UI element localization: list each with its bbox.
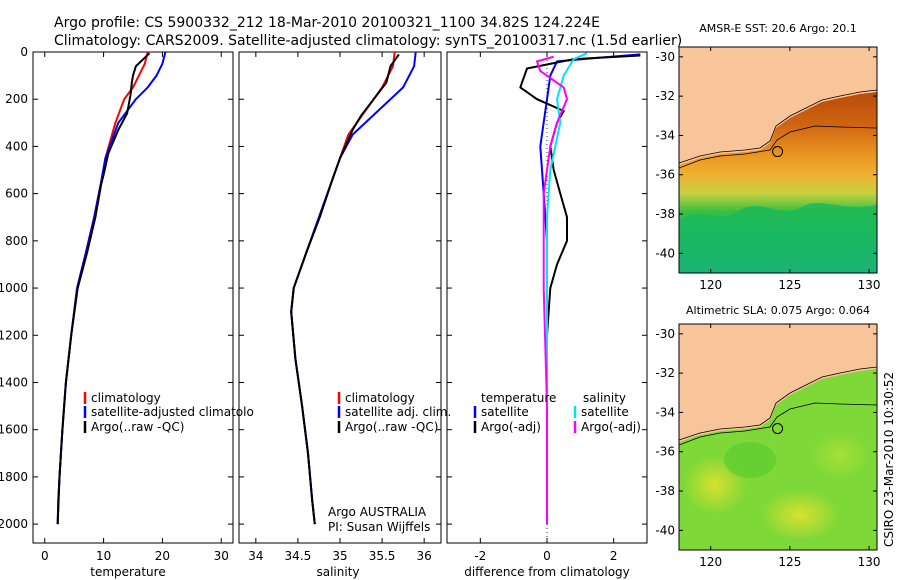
sla-shelf-contour <box>679 402 877 446</box>
difference-legend-temp-satellite: satellite <box>481 405 529 419</box>
sla-map-ytick-label: -40 <box>655 523 675 537</box>
sla-map-ytick-label: -30 <box>655 327 675 341</box>
difference-series-temperature-satellite <box>539 53 641 525</box>
sst-map-title: AMSR-E SST: 20.6 Argo: 20.1 <box>699 22 857 35</box>
temperature-xtick-label: 30 <box>214 549 229 563</box>
temperature-xlabel: temperature <box>90 565 165 579</box>
sla-argo-marker <box>772 423 784 435</box>
salinity-xtick-label: 34.5 <box>285 549 312 563</box>
sla-map-ytick-label: -38 <box>655 484 675 498</box>
salinity-legend: climatology satellite adj. clim. Argo(..… <box>337 391 451 434</box>
temperature-legend-argo: Argo(..raw -QC) <box>91 420 184 434</box>
difference-legend-header-temperature: temperature <box>481 391 556 405</box>
salinity-panel: 34 34.5 35 35.5 36 salinity climatology sate… <box>238 51 451 579</box>
sst-map-frame <box>678 46 878 274</box>
sla-map-panel: Altimetric SLA: 0.075 Argo: 0.064 120 125… <box>655 304 880 569</box>
sla-map-ytick-label: -32 <box>655 366 675 380</box>
difference-xlabel: difference from climatology <box>464 565 630 579</box>
difference-xtick-label: -2 <box>474 549 486 563</box>
sst-shelf-contour <box>679 125 877 169</box>
difference-legend: temperature salinity satellite Argo(-adj… <box>473 391 641 434</box>
salinity-xtick-label: 34 <box>248 549 263 563</box>
salinity-xtick-label: 35 <box>332 549 347 563</box>
sst-map-ytick-label: -34 <box>655 128 675 142</box>
sla-anomaly-2 <box>760 489 840 541</box>
temperature-axes-frame <box>32 51 234 544</box>
depth-ytick-label: 0 <box>20 45 28 59</box>
depth-ytick-label: 400 <box>5 139 28 153</box>
sst-map-ytick-label: -30 <box>655 50 675 64</box>
sla-coastline <box>679 366 877 441</box>
depth-ytick-label: 2000 <box>0 517 28 531</box>
sst-map-xtick-label: 125 <box>778 278 801 292</box>
sla-anomaly-3 <box>810 431 870 479</box>
depth-ytick-label: 1000 <box>0 281 28 295</box>
sla-map-xtick-label: 120 <box>699 555 722 569</box>
temperature-series-climatology <box>56 51 149 525</box>
sst-argo-marker <box>772 146 784 158</box>
depth-ytick-label: 1600 <box>0 423 28 437</box>
difference-series-salinity-argo-adj <box>536 55 568 525</box>
temperature-legend-climatology: climatology <box>91 391 161 405</box>
sst-map-ytick-label: -40 <box>655 246 675 260</box>
sst-map-ytick-label: -32 <box>655 89 675 103</box>
sla-map-ytick-label: -36 <box>655 445 675 459</box>
sst-map-xtick-label: 130 <box>858 278 881 292</box>
salinity-xtick-label: 35.5 <box>369 549 396 563</box>
difference-legend-temp-argo: Argo(-adj) <box>481 420 541 434</box>
salinity-series-satellite-adj-clim <box>290 51 417 525</box>
depth-ytick-label: 1800 <box>0 470 28 484</box>
depth-ytick-label: 200 <box>5 92 28 106</box>
header-line-1: Argo profile: CS 5900332_212 18-Mar-2010… <box>54 15 600 31</box>
sla-anomaly-4 <box>724 442 776 478</box>
sla-map-frame <box>678 323 878 551</box>
sst-map-ytick-label: -38 <box>655 207 675 221</box>
depth-ytick-label: 600 <box>5 187 28 201</box>
sla-map-xtick-label: 125 <box>778 555 801 569</box>
sst-map-ytick-label: -36 <box>655 168 675 182</box>
temperature-legend-satellite: satellite-adjusted climatolo <box>91 405 254 419</box>
salinity-series-climatology <box>290 51 396 525</box>
salinity-xlabel: salinity <box>316 565 359 579</box>
temperature-series-satellite-adjusted-climatology <box>56 51 167 525</box>
sla-map-xtick-label: 130 <box>858 555 881 569</box>
salinity-xtick-label: 36 <box>417 549 432 563</box>
sst-coastline <box>679 89 877 164</box>
difference-xtick-label: 2 <box>610 549 618 563</box>
salinity-axes-frame <box>238 51 442 544</box>
temperature-series-argo-raw-qc <box>56 52 151 525</box>
salinity-annotation-argo-australia: Argo AUSTRALIA <box>328 505 427 519</box>
sst-map-panel: AMSR-E SST: 20.6 Argo: 20.1 120 125 130 -30… <box>655 22 880 292</box>
temperature-panel: 0 10 20 30 0 200 400 600 800 1000 1200 1400 1600 1800… <box>0 45 254 579</box>
temperature-xtick-label: 20 <box>155 549 170 563</box>
salinity-series-argo-raw-qc <box>290 53 400 525</box>
difference-legend-header-salinity: salinity <box>583 391 626 405</box>
depth-ytick-label: 1200 <box>0 328 28 342</box>
salinity-legend-satellite: satellite adj. clim. <box>345 405 451 419</box>
salinity-annotation-pi: PI: Susan Wijffels <box>328 520 430 534</box>
difference-legend-sal-satellite: satellite <box>581 405 629 419</box>
side-timestamp-label: CSIRO 23-Mar-2010 10:30:52 <box>882 372 896 547</box>
sst-map-xtick-label: 120 <box>699 278 722 292</box>
sla-map-title: Altimetric SLA: 0.075 Argo: 0.064 <box>686 304 870 317</box>
depth-ytick-label: 800 <box>5 234 28 248</box>
difference-panel: -2 0 2 difference from climatology tempera… <box>446 51 648 579</box>
difference-series-salinity-satellite <box>546 52 588 525</box>
temperature-xtick-label: 10 <box>96 549 111 563</box>
temperature-legend: climatology satellite-adjusted climatolo… <box>83 391 254 434</box>
header-line-2: Climatology: CARS2009. Satellite-adjuste… <box>54 33 682 49</box>
sst-cold-intrusion <box>679 202 877 273</box>
salinity-legend-argo: Argo(..raw -QC) <box>345 420 438 434</box>
difference-series-temperature-argo-adj <box>519 54 641 525</box>
salinity-legend-climatology: climatology <box>345 391 415 405</box>
sla-map-ytick-label: -34 <box>655 405 675 419</box>
difference-legend-sal-argo: Argo(-adj) <box>581 420 641 434</box>
difference-xtick-label: 0 <box>543 549 551 563</box>
depth-ytick-label: 1400 <box>0 375 28 389</box>
temperature-xtick-label: 0 <box>41 549 49 563</box>
